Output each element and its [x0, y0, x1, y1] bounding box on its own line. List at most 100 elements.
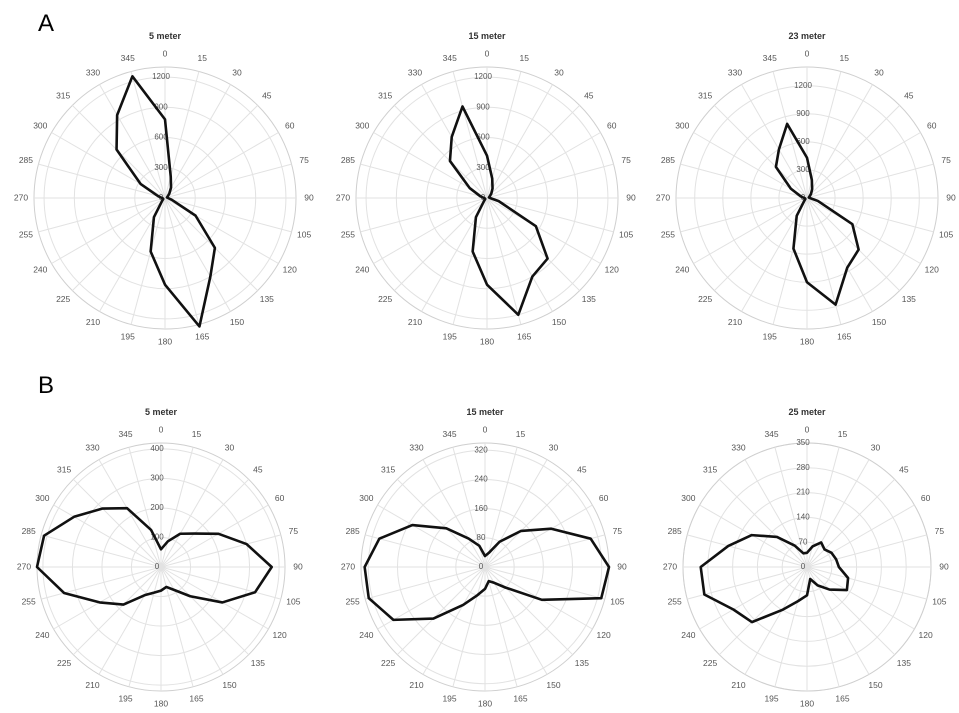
chart-title: 5 meter: [149, 31, 182, 41]
radial-tick-label: 300: [154, 163, 168, 172]
radar-chart-1: 0 15 30 45 60 75 90 105 120 135 150 165 180 195 210 225…: [14, 31, 314, 346]
angle-label: 150: [222, 680, 236, 690]
spoke-line: [51, 197, 166, 264]
spoke-line: [160, 504, 269, 568]
angle-label: 315: [381, 464, 395, 474]
angle-label: 75: [613, 526, 623, 536]
angle-label: 105: [286, 597, 300, 607]
spoke-line: [741, 84, 808, 199]
angle-label: 225: [703, 658, 717, 668]
spoke-line: [486, 197, 553, 312]
spoke-line: [72, 478, 162, 568]
chart-title: 15 meter: [468, 31, 506, 41]
angle-label: 240: [675, 264, 689, 274]
chart-title: 15 meter: [466, 407, 504, 417]
spoke-line: [484, 566, 518, 687]
spoke-line: [680, 197, 808, 233]
panel-label-b: B: [38, 372, 55, 399]
angle-label: 60: [285, 120, 295, 130]
angle-label: 120: [605, 264, 619, 274]
angle-label: 0: [483, 424, 488, 434]
spoke-line: [484, 566, 605, 600]
angle-label: 60: [275, 493, 285, 503]
spoke-line: [160, 447, 194, 568]
spoke-line: [377, 504, 486, 568]
spoke-line: [806, 197, 900, 291]
angle-label: 330: [731, 443, 745, 453]
spoke-line: [360, 197, 488, 233]
angle-label: 285: [22, 526, 36, 536]
radar-chart-2: 0 15 30 45 60 75 90 105 120 135 150 165 180 195 210 225…: [336, 31, 636, 346]
spoke-line: [164, 163, 292, 199]
spoke-line: [486, 132, 601, 199]
radial-tick-label: 600: [796, 137, 810, 146]
angle-label: 45: [899, 464, 909, 474]
angle-label: 135: [897, 658, 911, 668]
angle-label: 30: [871, 443, 881, 453]
angle-label: 210: [86, 317, 100, 327]
spoke-line: [38, 197, 166, 233]
spoke-line: [687, 534, 808, 568]
angle-label: 150: [552, 317, 566, 327]
spoke-line: [164, 105, 258, 199]
radial-tick-label: 280: [796, 463, 810, 472]
spoke-line: [806, 478, 896, 568]
spoke-line: [680, 163, 808, 199]
spoke-line: [486, 105, 580, 199]
angle-label: 255: [19, 230, 33, 240]
spoke-line: [452, 566, 486, 687]
angle-label: 120: [273, 630, 287, 640]
angle-label: 315: [57, 464, 71, 474]
series-line: [115, 75, 217, 328]
spoke-line: [806, 71, 842, 199]
angle-label: 180: [480, 336, 494, 346]
angle-label: 45: [253, 464, 263, 474]
angle-label: 165: [517, 331, 531, 341]
spoke-line: [744, 566, 808, 675]
spoke-line: [421, 84, 488, 199]
angle-label: 270: [341, 561, 355, 571]
angle-label: 30: [549, 443, 559, 453]
angle-label: 15: [516, 429, 526, 439]
angle-label: 240: [681, 630, 695, 640]
spoke-line: [164, 197, 200, 325]
spoke-line: [806, 163, 934, 199]
spoke-line: [484, 504, 593, 568]
radial-tick-label: 600: [154, 133, 168, 142]
angle-label: 210: [731, 680, 745, 690]
radial-tick-label: 900: [476, 102, 490, 111]
spoke-line: [160, 566, 250, 656]
spoke-line: [396, 478, 486, 568]
angle-label: 60: [927, 120, 937, 130]
angle-label: 45: [262, 90, 272, 100]
angle-label: 0: [805, 48, 810, 58]
spoke-line: [774, 566, 808, 687]
angle-label: 195: [118, 694, 132, 704]
spoke-line: [53, 504, 162, 568]
series-line: [774, 122, 860, 306]
angle-label: 270: [336, 192, 350, 202]
spoke-line: [160, 566, 269, 630]
angle-label: 180: [800, 698, 814, 708]
angle-label: 255: [668, 597, 682, 607]
angle-label: 165: [513, 694, 527, 704]
radial-tick-label: 210: [796, 488, 810, 497]
angle-label: 300: [675, 120, 689, 130]
angle-label: 15: [198, 53, 208, 63]
spoke-line: [693, 132, 808, 199]
spoke-line: [452, 197, 488, 325]
angle-label: 300: [33, 120, 47, 130]
angle-label: 180: [800, 336, 814, 346]
angle-label: 255: [346, 597, 360, 607]
spoke-line: [687, 566, 808, 600]
spoke-line: [422, 459, 486, 568]
radial-tick-label: 900: [154, 102, 168, 111]
angle-label: 255: [661, 230, 675, 240]
radial-tick-label: 100: [150, 533, 164, 542]
spoke-line: [98, 566, 162, 675]
angle-label: 225: [56, 294, 70, 304]
radar-chart-5: 0 15 30 45 60 75 90 105 120 135 150 165 180 195 210 225…: [341, 407, 627, 708]
spoke-line: [164, 197, 231, 312]
angle-label: 165: [837, 331, 851, 341]
